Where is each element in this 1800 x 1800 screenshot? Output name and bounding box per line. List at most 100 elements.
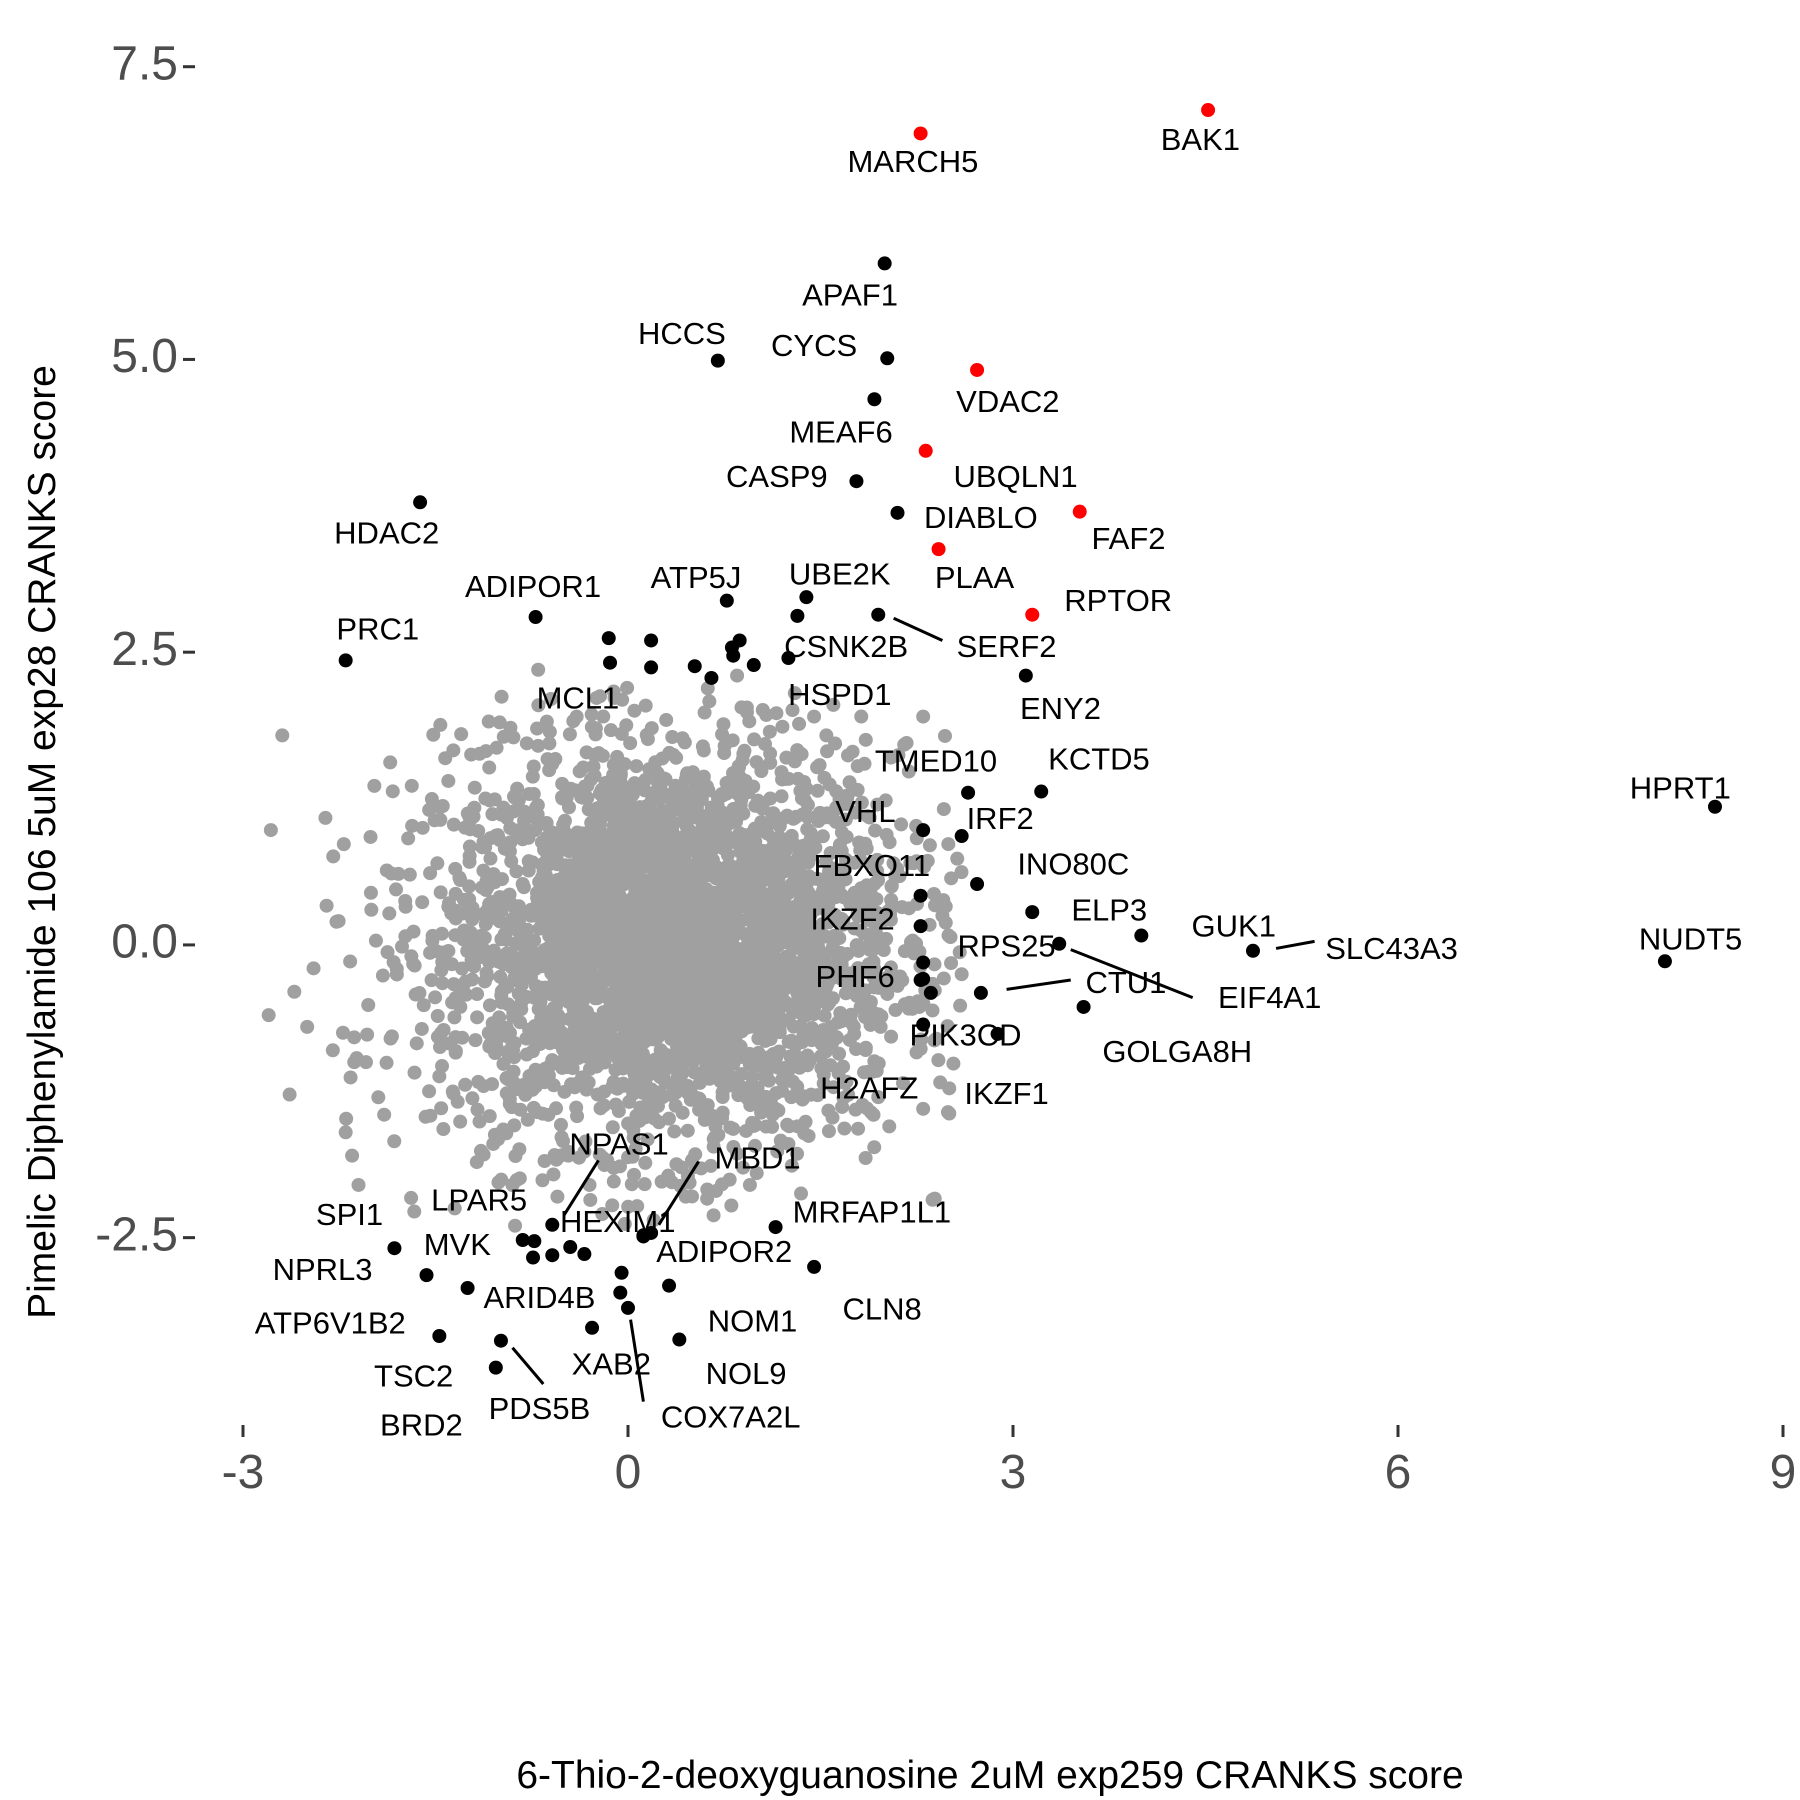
gene-point-bg [783,912,798,927]
gene-point-bg [497,841,512,856]
gene-point-bg [769,1016,784,1031]
gene-point-bg [592,934,607,949]
gene-label-ino80c: INO80C [1017,847,1129,882]
gene-point-bg [496,729,511,744]
gene-point-bg [890,978,905,993]
gene-label-ikzf2: IKZF2 [810,902,894,937]
gene-point-bg [797,1126,812,1141]
gene-point-bg [424,792,439,807]
gene-point-bg [870,797,885,812]
gene-point-fbxo11 [913,888,928,903]
gene-point-bg [453,1114,468,1129]
gene-label-tsc2: TSC2 [374,1358,453,1393]
gene-point-bg [705,826,720,841]
gene-point-bg [681,943,696,958]
gene-point-bg [849,1042,864,1057]
gene-point-bg [821,1124,836,1139]
gene-point-bg [884,1029,899,1044]
gene-point-bg [953,998,968,1013]
gene-point-bg [528,823,543,838]
gene-point-bg [695,739,710,754]
gene-point-bg [606,1174,621,1189]
gene-point-bg [306,961,321,976]
gene-label-spi1: SPI1 [316,1197,383,1232]
gene-point-bg [925,1003,940,1018]
gene-point-bg [345,1148,360,1163]
gene-point-bg [776,933,791,948]
gene-point-bg [562,727,577,742]
gene-point-bg [698,890,713,905]
gene-point-bg [640,1132,655,1147]
gene-point-bg [574,790,589,805]
leader-lines [511,616,1315,1402]
gene-point-bg [936,971,951,986]
gene-point-bg [858,1151,873,1166]
gene-point-bg [481,714,496,729]
gene-point-bg [605,952,620,967]
gene-point-bg [819,728,834,743]
gene-point-bg [641,1056,656,1071]
gene-point-bg [700,1182,715,1197]
gene-point-bg [606,818,621,833]
gene-point-bg [535,1173,550,1188]
y-axis: -2.5 0.0 2.5 5.0 7.5 [95,37,195,1261]
gene-point-bg [626,1130,641,1145]
gene-point-bg [516,991,531,1006]
gene-point-bg [916,709,931,724]
gene-point-bg [300,1019,315,1034]
gene-point-bg [680,927,695,942]
gene-point-nol9 [672,1332,687,1347]
gene-point-bg [480,969,495,984]
gene-point-bg [508,1149,523,1164]
gene-point-bg [570,863,585,878]
gene-point-bg [434,926,449,941]
gene-point-bg [782,1119,797,1134]
gene-label-ctu1: CTU1 [1085,965,1166,1000]
gene-point-bg [822,863,837,878]
gene-point-bg [589,988,604,1003]
gene-point-bg [832,792,847,807]
gene-point-bg [638,698,653,713]
gene-point-bg [387,1134,402,1149]
gene-point-bg [936,802,951,817]
gene-point-golga8h [1076,999,1091,1014]
gene-point-bg [954,865,969,880]
gene-point-bg [509,864,524,879]
gene-point-tsc2 [432,1329,447,1344]
gene-point-nudt5 [1657,954,1672,969]
gene-point-pik3cd [923,985,938,1000]
gene-point-bg [749,1166,764,1181]
gene-point-rptor [1025,607,1040,622]
gene-label-kctd5: KCTD5 [1048,741,1150,776]
y-axis-title: Pimelic Diphenylamide 106 5uM exp28 CRAN… [21,365,64,1319]
gene-point-bg [688,873,703,888]
gene-point-bg [619,718,634,733]
gene-point-bg [764,814,779,829]
gene-point-bg [515,832,530,847]
gene-point-bg [430,856,445,871]
gene-point-bg [768,868,783,883]
gene-point-bg [567,1080,582,1095]
gene-point-bg [533,956,548,971]
gene-point-bg [471,1074,486,1089]
gene-point-bg [577,1016,592,1031]
gene-point-bg [560,1052,575,1067]
gene-point-bg [640,845,655,860]
gene-point-bg [646,1213,661,1228]
gene-label-hexim1: HEXIM1 [560,1204,675,1239]
gene-point-bg [669,750,684,765]
gene-point-bg [535,870,550,885]
gene-point-bg [629,1108,644,1123]
gene-point-bg [404,778,419,793]
gene-point-bg [531,1002,546,1017]
gene-point-bg [817,770,832,785]
gene-point-bg [627,703,642,718]
gene-point-bg [858,983,873,998]
gene-point-bg [661,1000,676,1015]
gene-point-bg [496,1056,511,1071]
gene-point-slc43a3 [1245,943,1260,958]
gene-point-bg [448,1043,463,1058]
gene-point-bg [884,892,899,907]
gene-point-bg [868,823,883,838]
gene-point-bg [520,1112,535,1127]
